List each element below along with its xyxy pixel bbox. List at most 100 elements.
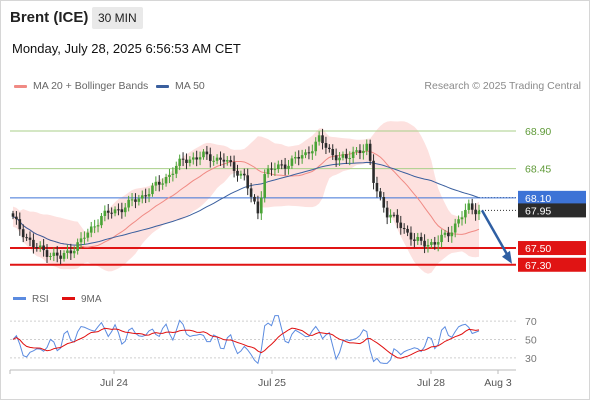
- level-label-support: 67.30: [525, 260, 551, 272]
- candle-body: [222, 159, 226, 162]
- candle-body: [416, 236, 420, 241]
- candle-body: [239, 173, 243, 176]
- candle-body: [21, 229, 25, 238]
- candle-body: [297, 156, 301, 159]
- level-label-support: 67.50: [525, 243, 551, 255]
- x-tick-label: Aug 3: [484, 377, 512, 389]
- candle-body: [457, 219, 460, 224]
- candle-body: [317, 135, 321, 142]
- ma20-line: [12, 150, 480, 248]
- candle-body: [113, 209, 117, 214]
- candle-body: [79, 238, 83, 243]
- candle-body: [358, 150, 362, 154]
- price-axis-labels: 68.90 68.45 68.10 67.50 67.30 67.95: [518, 126, 586, 272]
- candle-body: [246, 175, 250, 189]
- rsi-line: [12, 315, 480, 365]
- candle-body: [277, 164, 280, 170]
- candle-body: [372, 160, 375, 183]
- candle-body: [464, 209, 467, 218]
- candle-body: [137, 198, 141, 202]
- candle-body: [423, 240, 426, 247]
- candle-body: [392, 214, 396, 216]
- candle-body: [345, 154, 348, 159]
- rsi-panel: 70 50 30: [10, 315, 537, 365]
- candle-body: [164, 177, 168, 184]
- projection-arrow-head: [502, 250, 512, 264]
- candle-body: [260, 197, 263, 214]
- candle-body: [151, 185, 154, 195]
- candle-body: [185, 159, 188, 164]
- last-price-label: 67.95: [525, 205, 551, 217]
- candle-body: [103, 210, 107, 216]
- candle-body: [470, 203, 474, 210]
- rsi-tick-label: 30: [525, 353, 537, 365]
- candle-body: [62, 252, 66, 259]
- candle-body: [256, 201, 260, 214]
- candle-body: [15, 216, 18, 220]
- rsi-ma-line: [12, 327, 480, 359]
- candle-body: [219, 157, 222, 160]
- candle-body: [89, 226, 93, 233]
- ma50-line: [12, 161, 480, 246]
- candle-body: [100, 215, 103, 226]
- candle-body: [280, 164, 284, 166]
- candle-body: [348, 158, 352, 160]
- candle-body: [324, 143, 328, 148]
- legend-label-ma20: MA 20 + Bollinger Bands: [33, 80, 149, 92]
- interval-button[interactable]: 30 MIN: [92, 7, 143, 29]
- candle-body: [178, 158, 181, 166]
- candle-body: [389, 214, 392, 218]
- projection-arrow-shaft: [480, 209, 511, 259]
- candle-body: [406, 228, 409, 233]
- candle-body: [66, 250, 69, 253]
- candle-body: [208, 154, 212, 161]
- level-label-pivot: 68.10: [525, 193, 551, 205]
- candle-body: [419, 236, 423, 241]
- candle-body: [123, 207, 127, 213]
- candle-body: [440, 234, 443, 243]
- candle-body: [307, 152, 311, 154]
- candle-body: [294, 156, 297, 159]
- rsi-legend-label: RSI: [32, 294, 49, 305]
- candle-body: [72, 250, 76, 254]
- candle-body: [38, 245, 42, 248]
- candle-body: [433, 242, 437, 245]
- candle-body: [212, 160, 215, 162]
- candle-body: [171, 173, 175, 175]
- candle-body: [144, 195, 147, 197]
- candle-body: [45, 250, 49, 257]
- candle-body: [334, 155, 338, 161]
- candle-body: [93, 226, 96, 228]
- candle-body: [157, 181, 161, 185]
- candle-body: [266, 168, 270, 175]
- candle-body: [338, 157, 341, 161]
- candle-body: [225, 160, 229, 162]
- candle-body: [355, 150, 358, 152]
- candle-body: [321, 135, 324, 144]
- candle-body: [382, 197, 386, 208]
- last-price-badge: [518, 203, 586, 218]
- candle-body: [477, 210, 481, 215]
- candle-body: [120, 209, 124, 213]
- candle-body: [55, 252, 59, 256]
- candle-body: [168, 174, 171, 178]
- candle-body: [396, 214, 399, 223]
- rsi-tick-label: 50: [525, 335, 537, 347]
- candle-body: [385, 207, 389, 218]
- candle-body: [96, 225, 100, 227]
- chart-datetime: Monday, July 28, 2025 6:56:53 AM CET: [12, 41, 241, 56]
- candle-body: [134, 199, 137, 202]
- candle-body: [32, 239, 35, 248]
- level-badge-support: [518, 241, 586, 256]
- candle-body: [11, 213, 15, 217]
- candle-body: [362, 150, 365, 154]
- candle-body: [351, 151, 355, 159]
- candle-body: [181, 158, 185, 160]
- x-tick-label: Jul 28: [417, 377, 445, 389]
- candle-body: [76, 242, 79, 251]
- candle-body: [52, 252, 56, 256]
- legend-item-ma50: MA 50: [156, 80, 205, 92]
- candle-body: [460, 217, 464, 220]
- candle-body: [195, 157, 198, 160]
- x-axis: Jul 24 Jul 25 Jul 28 Aug 3: [9, 370, 512, 389]
